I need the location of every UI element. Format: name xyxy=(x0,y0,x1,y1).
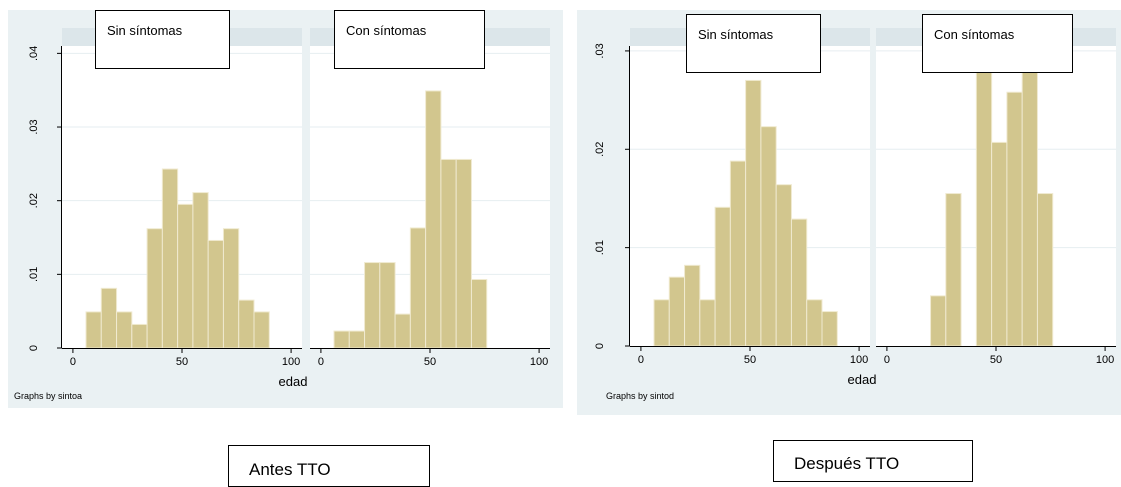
histogram-bar xyxy=(975,45,993,347)
histogram-bar xyxy=(192,192,209,349)
panel-title: Con síntomas xyxy=(346,23,427,38)
plot-sin-sintomas: 0 50 100 0 .01 .02 .03 Sin síntomas xyxy=(594,14,870,366)
x-axis-label: edad xyxy=(848,372,877,387)
graphs-by-note: Graphs by sintod xyxy=(606,391,674,401)
y-tick-label: .01 xyxy=(594,240,606,255)
histogram-bar xyxy=(790,218,808,347)
histogram-bar xyxy=(131,323,148,349)
histogram-bar xyxy=(1036,193,1054,347)
caption-despues-tto-label: Después TTO xyxy=(794,454,900,473)
x-tick-label: 50 xyxy=(744,354,756,366)
histogram-bar xyxy=(146,228,163,349)
x-tick-label: 0 xyxy=(318,356,324,368)
histogram-bar xyxy=(394,313,411,349)
plot-sin-sintomas: 0 50 100 0 .01 .02 .03 .04 Sin síntomas xyxy=(28,10,302,368)
histogram-bar xyxy=(729,160,747,347)
histogram-bar xyxy=(222,228,240,349)
histogram-bar xyxy=(745,79,762,347)
histogram-bar xyxy=(455,158,472,349)
histogram-bar xyxy=(714,206,731,347)
histogram-bar xyxy=(85,311,102,349)
histogram-bar xyxy=(991,141,1008,347)
y-tick-label: .02 xyxy=(594,142,606,157)
x-tick-label: 0 xyxy=(70,356,76,368)
histogram-bar xyxy=(668,276,686,347)
histogram-bar xyxy=(821,311,838,347)
histogram-bar xyxy=(945,193,962,347)
histogram-figure-antes: 0 50 100 0 .01 .02 .03 .04 Sin síntomas 0 50 100 Con… xyxy=(8,10,563,408)
x-tick-label: 50 xyxy=(990,354,1002,366)
histogram-bar xyxy=(760,126,777,347)
y-tick-label: 0 xyxy=(594,343,606,349)
histogram-figure-despues: 0 50 100 0 .01 .02 .03 Sin síntomas 0 50 100 Con sí… xyxy=(577,10,1121,415)
panel-title: Sin síntomas xyxy=(107,23,183,38)
histogram-bar xyxy=(930,295,947,347)
panel-title: Con síntomas xyxy=(934,27,1015,42)
x-axis-label: edad xyxy=(279,374,308,389)
panel-title-box xyxy=(334,10,485,69)
histogram-bar xyxy=(699,299,716,347)
histogram-bar xyxy=(116,311,133,349)
x-tick-label: 0 xyxy=(638,354,644,366)
caption-despues-tto: Después TTO xyxy=(773,440,973,482)
histogram-bar xyxy=(409,227,427,349)
y-tick-label: .02 xyxy=(28,193,40,208)
histogram-bar xyxy=(653,299,670,347)
histogram-bar xyxy=(1006,91,1023,347)
histogram-bar xyxy=(806,299,823,347)
graphs-by-note: Graphs by sintoa xyxy=(14,391,82,401)
y-tick-label: .04 xyxy=(28,46,40,61)
caption-antes-tto-label: Antes TTO xyxy=(249,460,331,479)
histogram-bar xyxy=(1021,45,1038,347)
panel-title: Sin síntomas xyxy=(698,27,774,42)
histogram-bar xyxy=(440,158,457,349)
x-tick-label: 0 xyxy=(884,354,890,366)
x-tick-label: 100 xyxy=(1096,354,1114,366)
y-tick-label: .03 xyxy=(594,43,606,58)
x-tick-label: 100 xyxy=(282,356,300,368)
histogram-bar xyxy=(470,278,488,349)
panel-title-box xyxy=(922,14,1073,73)
x-tick-label: 100 xyxy=(850,354,868,366)
histogram-bar xyxy=(207,239,224,349)
histogram-bar xyxy=(100,287,118,349)
histogram-bar xyxy=(161,168,179,349)
x-tick-label: 100 xyxy=(530,356,548,368)
y-tick-label: 0 xyxy=(28,345,40,351)
plot-con-sintomas: 0 50 100 Con síntomas xyxy=(876,14,1116,366)
histogram-bar xyxy=(379,262,396,349)
panel-title-box xyxy=(95,10,230,69)
histogram-bar xyxy=(364,262,381,349)
plot-con-sintomas: 0 50 100 Con síntomas xyxy=(310,10,550,368)
y-tick-label: .01 xyxy=(28,267,40,282)
histogram-bar xyxy=(253,311,270,349)
x-tick-label: 50 xyxy=(176,356,188,368)
histogram-bar xyxy=(775,184,792,347)
panel-title-box xyxy=(686,14,821,73)
y-tick-label: .03 xyxy=(28,119,40,134)
x-tick-label: 50 xyxy=(424,356,436,368)
caption-antes-tto: Antes TTO xyxy=(228,445,430,487)
histogram-bar xyxy=(333,330,350,349)
histogram-bar xyxy=(425,90,442,349)
histogram-bar xyxy=(684,264,701,347)
histogram-bar xyxy=(348,330,366,349)
histogram-bar xyxy=(238,299,255,349)
histogram-bar xyxy=(177,203,194,349)
